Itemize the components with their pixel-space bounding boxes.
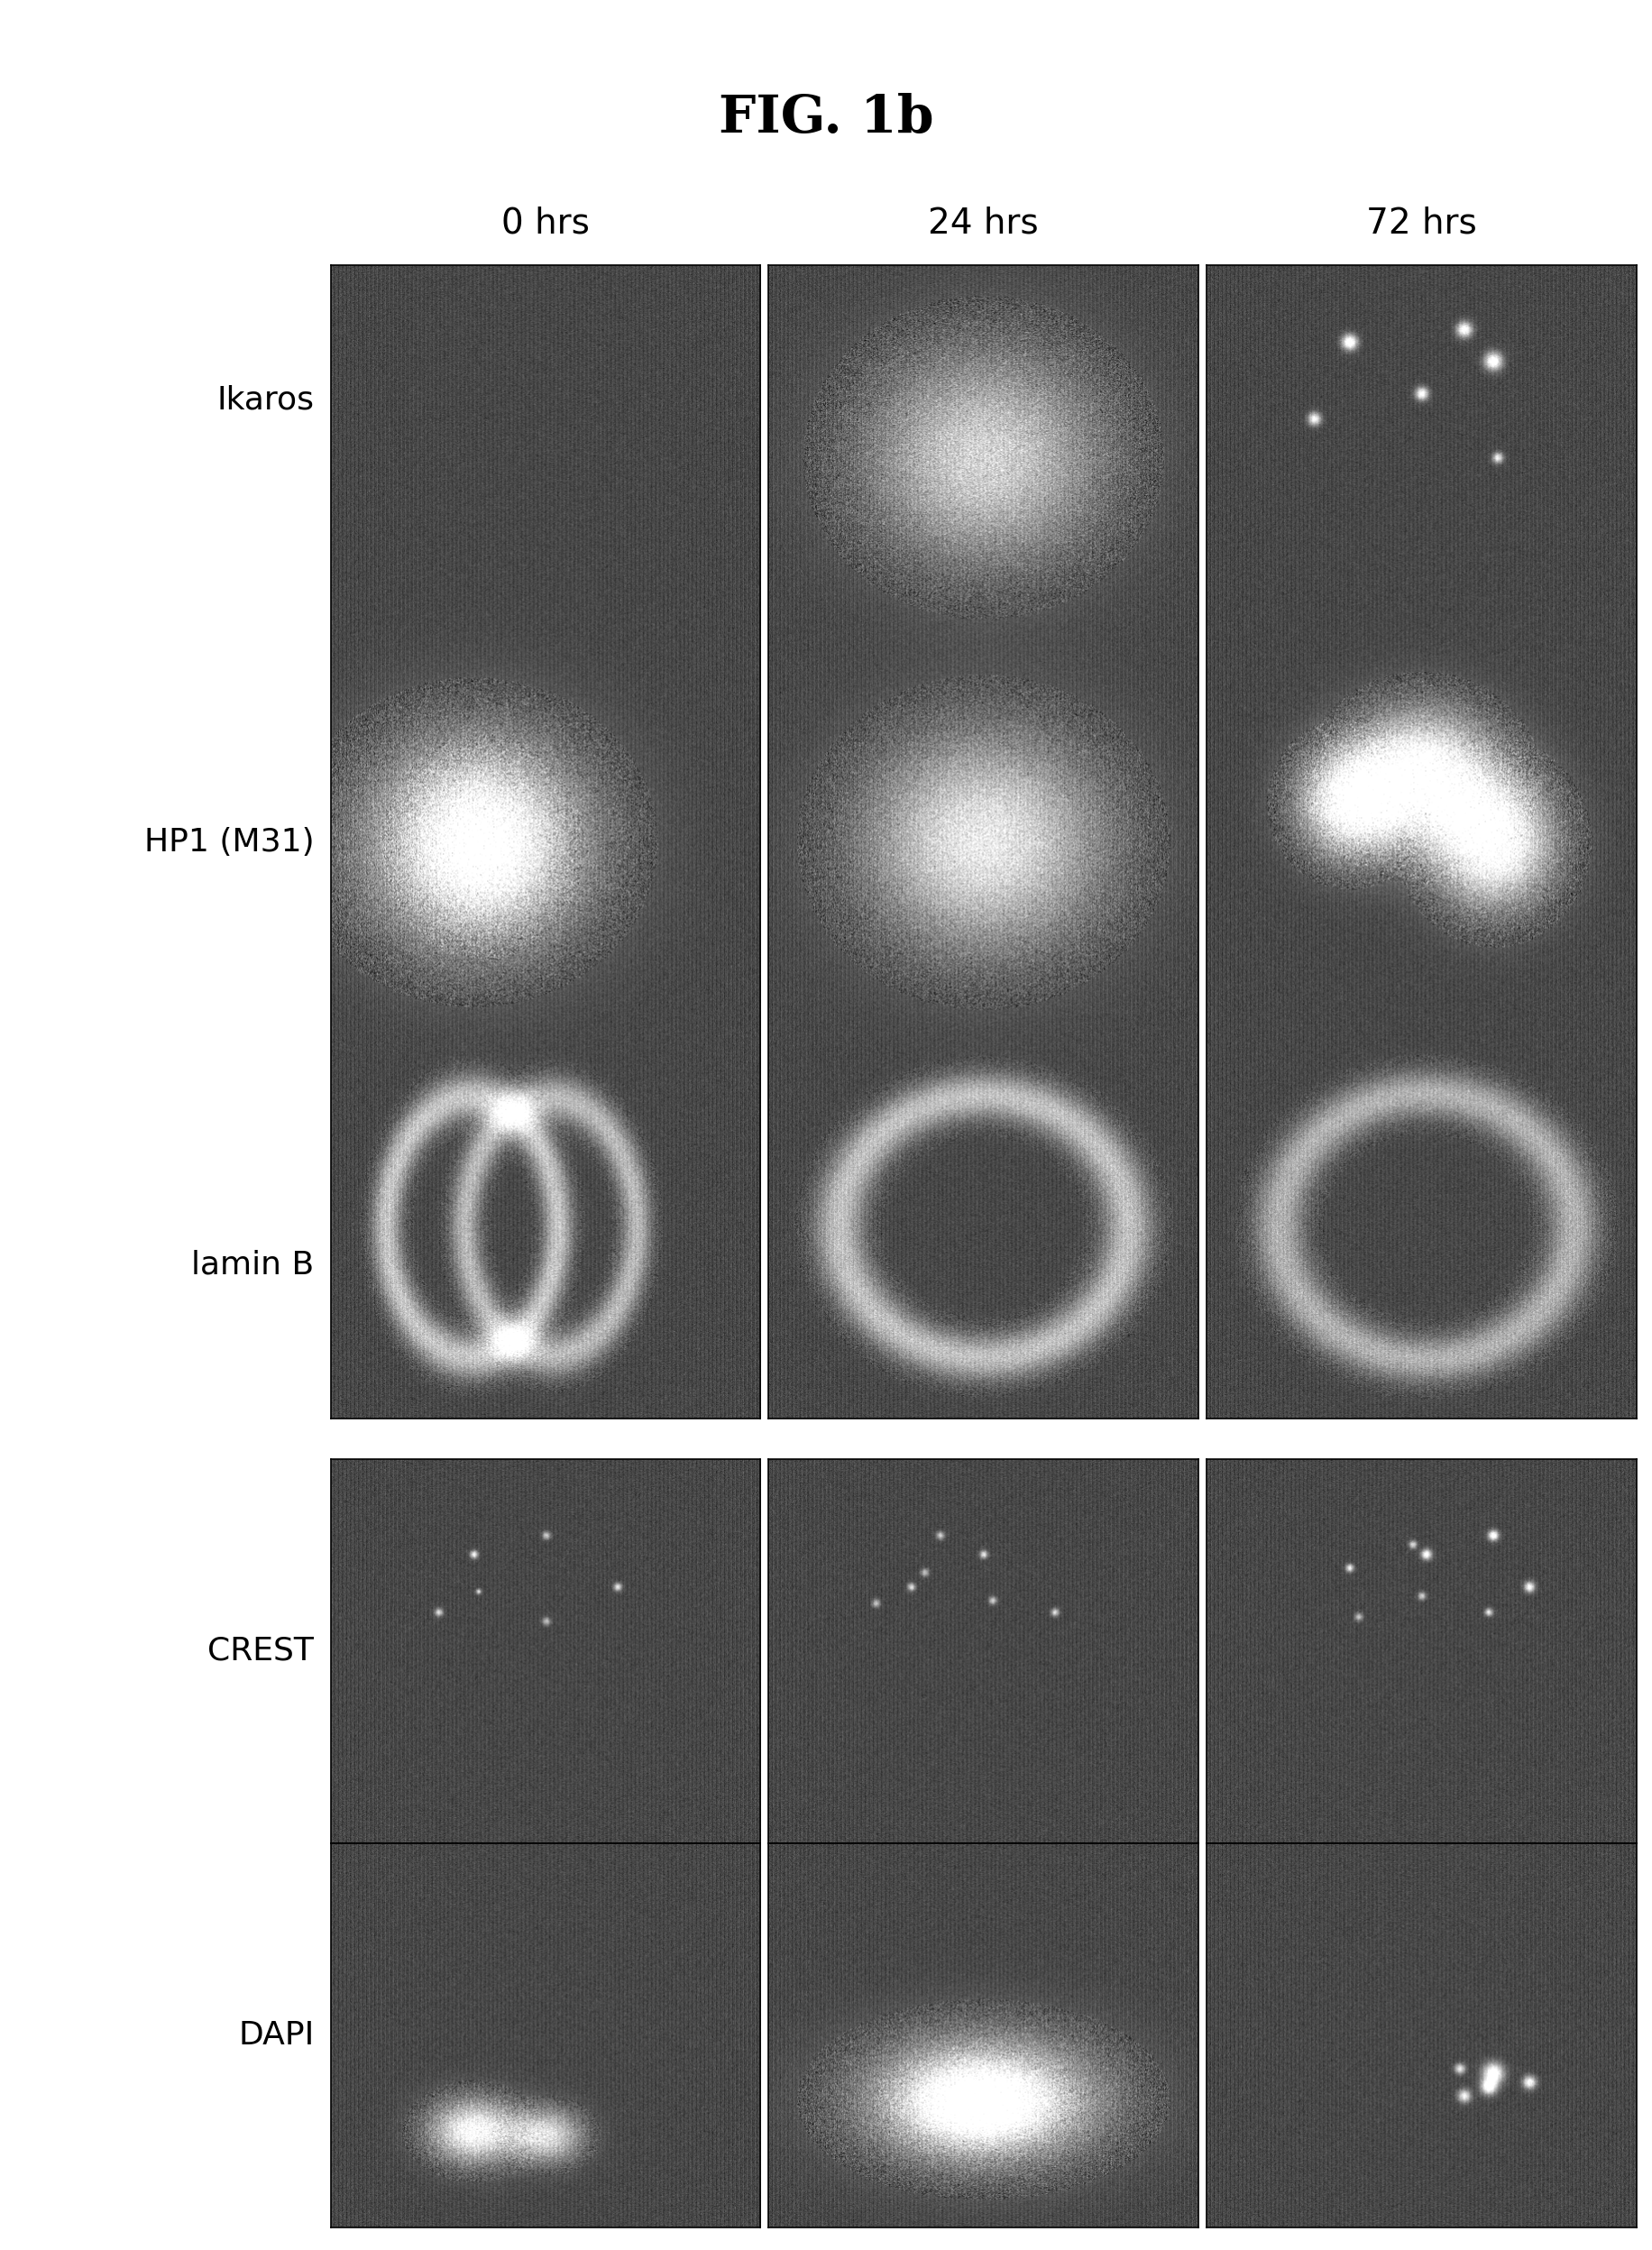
Text: 72 hrs: 72 hrs [1366,205,1475,241]
Text: HP1 (M31): HP1 (M31) [144,826,314,857]
Text: lamin B: lamin B [192,1249,314,1280]
Text: DAPI: DAPI [238,2021,314,2050]
Text: CREST: CREST [208,1636,314,1667]
Text: FIG. 1b: FIG. 1b [719,92,933,144]
Text: Ikaros: Ikaros [216,385,314,416]
Text: 0 hrs: 0 hrs [501,205,590,241]
Text: 24 hrs: 24 hrs [928,205,1037,241]
